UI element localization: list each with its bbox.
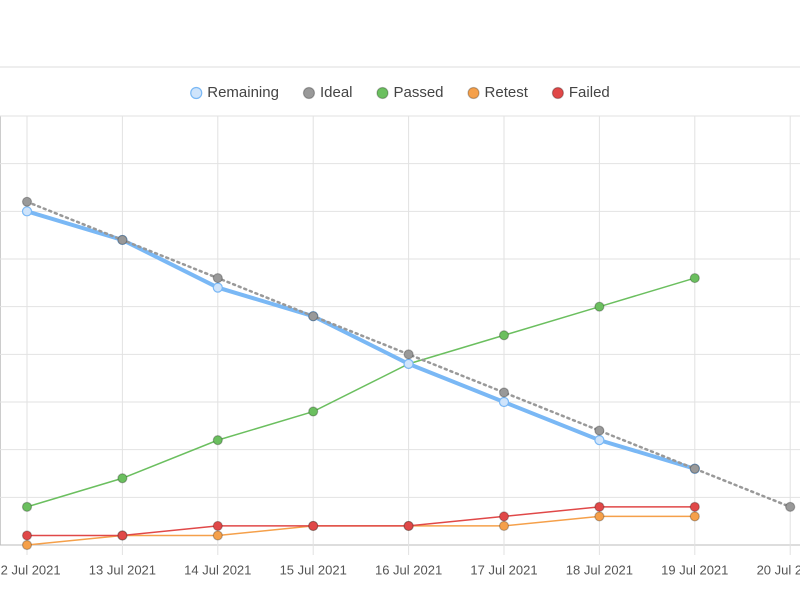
data-point — [212, 272, 223, 284]
legend-item: Remaining — [190, 84, 279, 101]
data-point — [785, 501, 796, 512]
data-point — [21, 196, 33, 207]
series-line — [26, 277, 696, 508]
x-tick-label: 15 Jul 2021 — [280, 562, 347, 577]
legend-marker — [302, 86, 316, 100]
data-point — [308, 311, 319, 322]
x-tick-label: 19 Jul 2021 — [661, 562, 728, 577]
legend-marker — [190, 86, 203, 100]
x-tick-label: 20 Jul 2021 — [757, 562, 800, 577]
data-point — [308, 406, 319, 417]
data-point — [212, 282, 223, 293]
data-point — [689, 272, 700, 284]
data-point — [689, 511, 700, 522]
data-point — [689, 463, 700, 474]
data-point — [689, 501, 700, 512]
data-point — [498, 520, 510, 532]
data-point — [498, 396, 510, 408]
data-point — [21, 501, 33, 512]
data-point — [308, 520, 319, 532]
x-tick-label: 12 Jul 2021 — [0, 562, 61, 577]
legend-label: Failed — [569, 84, 610, 101]
legend-marker — [467, 86, 480, 100]
data-point — [594, 435, 605, 446]
legend-label: Passed — [393, 84, 443, 101]
data-point — [212, 435, 223, 446]
data-point — [594, 511, 605, 522]
data-point — [498, 511, 510, 522]
legend: Remaining Ideal Passed Retest Failed — [190, 84, 610, 101]
data-point — [212, 520, 223, 532]
legend-label: Retest — [485, 84, 529, 101]
series-line — [26, 209, 696, 471]
legend-label: Remaining — [207, 84, 279, 101]
legend-item: Passed — [376, 84, 444, 101]
series-line — [26, 515, 695, 546]
x-tick-label: 16 Jul 2021 — [375, 562, 442, 577]
legend-item: Failed — [551, 84, 610, 101]
x-tick-label: 14 Jul 2021 — [184, 562, 251, 577]
data-point — [117, 234, 128, 246]
data-point — [498, 330, 510, 341]
legend-item: Retest — [467, 84, 529, 101]
series-line — [27, 506, 695, 537]
data-point — [594, 425, 605, 436]
legend-item: Ideal — [302, 84, 353, 101]
data-point — [21, 206, 33, 217]
data-point — [117, 530, 128, 541]
legend-label: Ideal — [320, 84, 353, 101]
data-point — [21, 539, 33, 551]
data-point — [403, 349, 414, 360]
data-point — [498, 387, 510, 398]
x-tick-label: 13 Jul 2021 — [89, 562, 156, 577]
data-point — [212, 530, 223, 541]
data-point — [117, 473, 128, 484]
data-point — [594, 301, 605, 312]
x-tick-label: 17 Jul 2021 — [470, 562, 537, 577]
data-point — [403, 520, 414, 532]
data-point — [594, 501, 605, 512]
data-point — [21, 530, 33, 541]
data-point — [403, 358, 414, 369]
legend-marker — [551, 86, 564, 100]
legend-marker — [376, 86, 389, 100]
x-tick-label: 18 Jul 2021 — [566, 562, 633, 577]
